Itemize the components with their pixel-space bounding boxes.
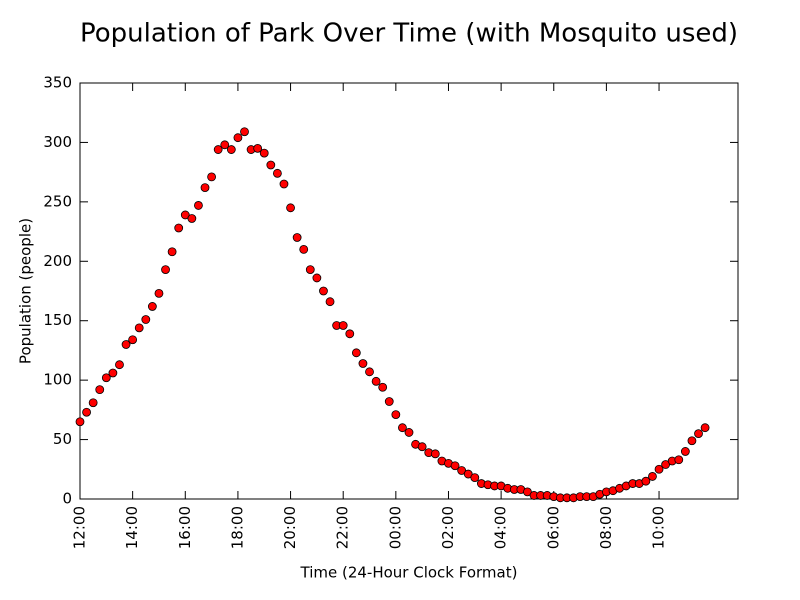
data-point: [654, 464, 664, 474]
data-point: [141, 315, 151, 324]
data-point: [338, 321, 348, 330]
data-point: [213, 145, 223, 154]
data-point: [661, 460, 671, 469]
x-tick-label: 18:00: [228, 506, 246, 549]
data-point: [147, 302, 157, 311]
data-point: [319, 286, 328, 296]
x-tick-label: 06:00: [544, 506, 562, 549]
data-point: [174, 223, 184, 233]
data-point: [279, 179, 289, 189]
data-point: [95, 385, 105, 395]
x-tick-label: 16:00: [176, 506, 194, 549]
data-point: [108, 368, 118, 378]
x-tick-label: 10:00: [650, 506, 668, 549]
x-tick-label: 08:00: [597, 506, 615, 549]
data-point: [700, 423, 710, 433]
data-point: [378, 382, 388, 392]
data-point: [398, 423, 407, 433]
data-point: [391, 410, 401, 420]
data-point: [292, 233, 302, 242]
x-axis-label: Time (24-Hour Clock Format): [300, 564, 518, 582]
y-tick-label: 150: [43, 311, 72, 329]
data-point: [88, 398, 98, 408]
data-point: [266, 160, 276, 170]
data-point: [450, 461, 460, 471]
data-point: [345, 329, 355, 339]
plot-frame: [79, 82, 739, 500]
data-point: [365, 367, 374, 377]
y-tick-label: 350: [43, 74, 72, 92]
x-tick-label: 12:00: [71, 506, 89, 549]
y-axis-label: Population (people): [17, 218, 35, 364]
data-point: [687, 436, 697, 446]
data-point: [648, 472, 657, 481]
data-point: [312, 273, 322, 283]
data-point: [470, 473, 480, 483]
data-point: [180, 210, 190, 220]
data-point: [641, 476, 651, 486]
x-tick-label: 00:00: [386, 506, 404, 549]
data-point: [226, 145, 236, 154]
data-point: [305, 265, 315, 275]
data-point: [463, 469, 473, 479]
data-point: [417, 442, 427, 452]
data-point: [161, 265, 170, 275]
data-point: [259, 148, 269, 158]
data-point: [134, 323, 144, 333]
data-point: [384, 397, 394, 406]
data-point: [358, 359, 368, 368]
data-point: [75, 417, 85, 427]
y-tick-label: 100: [43, 371, 72, 389]
data-point: [253, 143, 263, 153]
x-tick-label: 04:00: [492, 506, 510, 549]
data-point: [286, 203, 295, 213]
data-point: [101, 373, 111, 383]
data-point: [220, 140, 230, 150]
data-point: [674, 455, 684, 465]
data-point: [154, 288, 164, 298]
data-point: [272, 168, 282, 178]
data-point: [523, 487, 532, 497]
x-tick-label: 20:00: [281, 506, 299, 549]
chart-title: Population of Park Over Time (with Mosqu…: [80, 19, 738, 49]
data-point: [233, 133, 243, 143]
y-tick-label: 0: [62, 490, 72, 508]
data-point: [82, 407, 91, 417]
y-tick-label: 300: [43, 133, 72, 151]
data-point: [167, 247, 177, 257]
data-point: [457, 466, 467, 475]
data-point: [128, 335, 138, 345]
data-point: [200, 183, 210, 192]
data-point: [299, 244, 309, 254]
data-point: [371, 376, 381, 386]
data-point: [240, 127, 249, 137]
data-point: [115, 360, 124, 370]
data-point: [187, 214, 197, 223]
data-point: [194, 201, 203, 210]
x-tick-label: 22:00: [334, 506, 352, 549]
data-point: [404, 428, 414, 437]
x-tick-label: 02:00: [439, 506, 457, 549]
y-tick-label: 200: [43, 252, 72, 270]
data-point: [207, 172, 217, 182]
data-point: [325, 297, 335, 307]
data-point: [121, 340, 131, 349]
y-tick-label: 250: [43, 192, 72, 210]
x-tick-label: 14:00: [123, 506, 141, 549]
data-point: [351, 348, 361, 358]
data-point: [694, 429, 703, 439]
data-point: [430, 449, 440, 459]
y-tick-label: 50: [53, 430, 72, 448]
data-point: [680, 447, 690, 456]
